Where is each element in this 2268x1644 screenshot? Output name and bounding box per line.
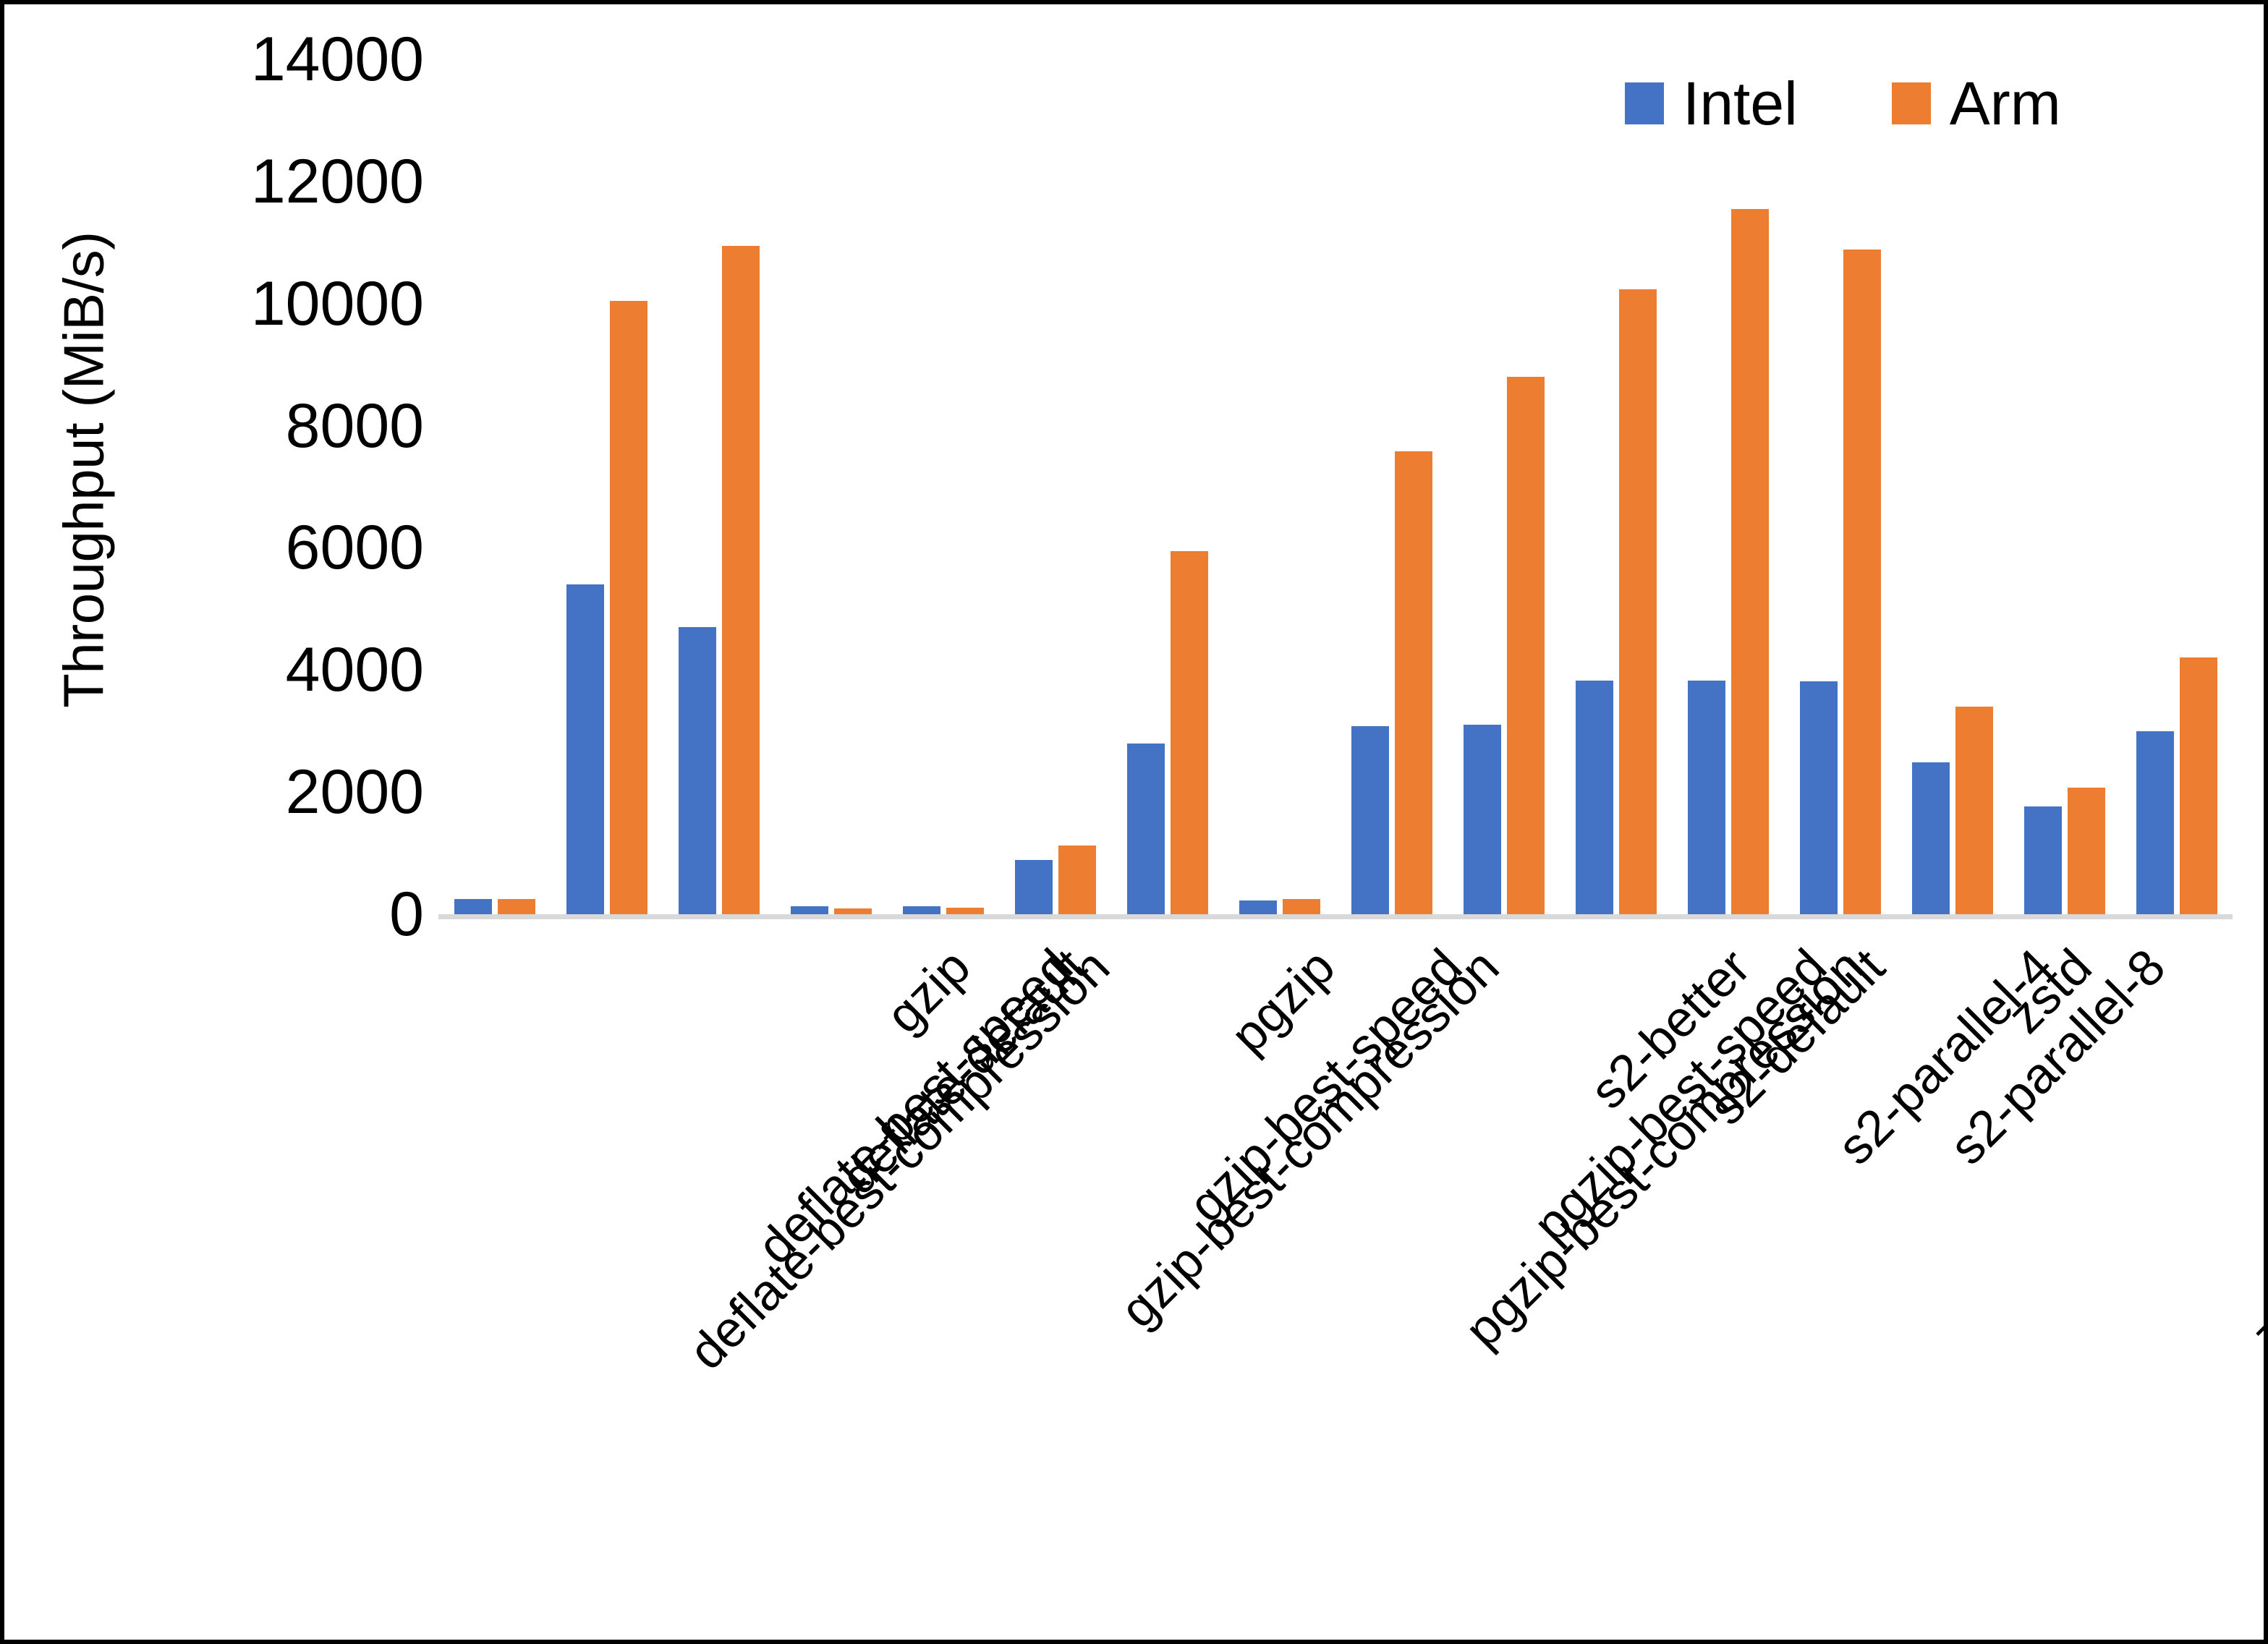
y-axis-tick-10000: 10000 [250, 268, 424, 338]
bar-group [1896, 59, 2008, 914]
bar-intel[interactable] [1239, 900, 1277, 914]
bar-group [775, 59, 887, 914]
bar-arm[interactable] [497, 898, 535, 914]
bar-arm[interactable] [1058, 846, 1096, 914]
y-axis-tick-12000: 12000 [250, 146, 424, 216]
y-axis-tick-14000: 14000 [250, 25, 424, 94]
bar-arm[interactable] [1170, 550, 1208, 914]
x-axis-tick-label: pgzip [1219, 938, 1346, 1064]
bar-group [2008, 59, 2120, 914]
bar-arm[interactable] [721, 245, 760, 914]
bar-arm[interactable] [609, 300, 647, 914]
x-axis-baseline [438, 914, 2233, 919]
bar-group [1448, 59, 1560, 914]
bar-intel[interactable] [2023, 806, 2062, 914]
bar-group [1111, 59, 1223, 914]
legend-item-intel[interactable]: Intel [1625, 73, 1798, 134]
bar-intel[interactable] [678, 627, 716, 914]
bar-arm[interactable] [833, 908, 872, 914]
bar-intel[interactable] [1687, 681, 1725, 914]
bar-arm[interactable] [946, 907, 984, 914]
legend-label-intel: Intel [1683, 69, 1798, 137]
bar-group [2120, 59, 2233, 914]
x-axis-tick-label: zstd-better-compression [2240, 938, 2268, 1363]
bar-intel[interactable] [1463, 725, 1501, 914]
bar-intel[interactable] [454, 898, 492, 914]
y-axis-tick-6000: 6000 [285, 513, 424, 583]
x-axis-tick-labels: deflate-best-compression deflate-best-spe… [438, 914, 2268, 1565]
y-axis-tick-labels: 14000 12000 10000 8000 6000 4000 2000 0 [113, 4, 424, 945]
legend-swatch-arm-icon [1891, 82, 1931, 124]
bar-arm[interactable] [1282, 898, 1320, 914]
bar-arm[interactable] [2179, 657, 2217, 914]
bar-group [1672, 59, 1784, 914]
y-axis-title: Throughput (MiB/s) [51, 231, 116, 708]
bar-group [663, 59, 775, 914]
bar-group [1784, 59, 1896, 914]
bar-intel[interactable] [902, 906, 940, 914]
bar-arm[interactable] [1506, 377, 1545, 914]
legend-swatch-intel-icon [1625, 82, 1664, 124]
bar-group [551, 59, 663, 914]
bar-group [887, 59, 999, 914]
bar-arm[interactable] [1955, 706, 1993, 914]
bar-group [438, 59, 551, 914]
bar-group [1560, 59, 1672, 914]
bar-intel[interactable] [1351, 725, 1389, 914]
bar-intel[interactable] [1126, 743, 1165, 914]
legend-label-arm: Arm [1949, 69, 2061, 137]
bar-arm[interactable] [1730, 208, 1769, 914]
chart-legend: Intel Arm [1625, 73, 2061, 134]
bar-intel[interactable] [1014, 859, 1053, 914]
bar-arm[interactable] [1843, 250, 1881, 914]
y-axis-tick-0: 0 [389, 880, 424, 949]
bar-intel[interactable] [2136, 731, 2174, 914]
legend-item-arm[interactable]: Arm [1891, 69, 2061, 137]
bar-intel[interactable] [790, 906, 828, 914]
bar-arm[interactable] [1394, 451, 1432, 914]
y-axis-tick-2000: 2000 [285, 757, 424, 827]
bar-intel[interactable] [1799, 681, 1838, 914]
bar-arm[interactable] [1618, 289, 1657, 914]
bar-group [999, 59, 1111, 914]
bar-intel[interactable] [1575, 681, 1613, 914]
y-axis-tick-4000: 4000 [285, 635, 424, 705]
bar-intel[interactable] [566, 584, 604, 914]
bar-group [1335, 59, 1448, 914]
bar-intel[interactable] [1911, 762, 1950, 914]
bar-arm[interactable] [2067, 788, 2105, 914]
y-axis-tick-8000: 8000 [285, 391, 424, 461]
bar-group [1223, 59, 1335, 914]
plot-area [438, 59, 2233, 919]
